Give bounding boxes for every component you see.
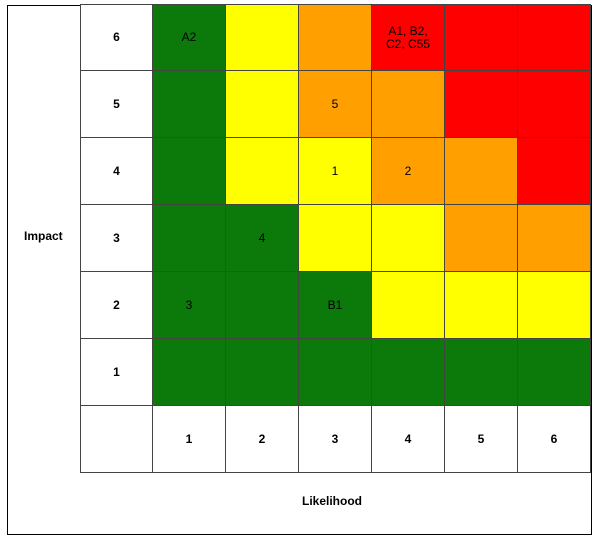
risk-cell-impact-3-likelihood-5 [445,205,518,272]
matrix-corner-cell [80,406,153,473]
risk-cell-impact-3-likelihood-3 [299,205,372,272]
risk-cell-impact-4-likelihood-1 [153,138,226,205]
risk-cell-impact-1-likelihood-4 [372,339,445,406]
risk-cell-impact-3-likelihood-6 [518,205,591,272]
risk-cell-impact-4-likelihood-5 [445,138,518,205]
risk-cell-impact-1-likelihood-2 [226,339,299,406]
risk-cell-impact-6-likelihood-4: A1, B2, C2, C55 [372,4,445,71]
impact-level-2: 2 [80,272,153,339]
risk-cell-impact-5-likelihood-5 [445,71,518,138]
risk-cell-impact-1-likelihood-3 [299,339,372,406]
risk-cell-impact-5-likelihood-4 [372,71,445,138]
likelihood-level-2: 2 [226,406,299,473]
risk-cell-impact-3-likelihood-1 [153,205,226,272]
risk-cell-impact-4-likelihood-6 [518,138,591,205]
impact-axis-label: Impact [24,229,63,243]
risk-cell-impact-4-likelihood-3: 1 [299,138,372,205]
impact-level-5: 5 [80,71,153,138]
risk-cell-impact-2-likelihood-2 [226,272,299,339]
risk-cell-impact-2-likelihood-3: B1 [299,272,372,339]
impact-level-1: 1 [80,339,153,406]
risk-cell-impact-2-likelihood-4 [372,272,445,339]
likelihood-level-5: 5 [445,406,518,473]
impact-level-6: 6 [80,4,153,71]
impact-level-3: 3 [80,205,153,272]
risk-cell-impact-3-likelihood-4 [372,205,445,272]
risk-cell-impact-2-likelihood-1: 3 [153,272,226,339]
likelihood-axis-label: Likelihood [302,494,362,508]
risk-cell-impact-5-likelihood-3: 5 [299,71,372,138]
risk-cell-impact-1-likelihood-1 [153,339,226,406]
risk-matrix-grid: 6 A2 A1, B2, C2, C55 5 5 4 1 2 3 4 2 3 B1 1 1 2 3 4 5 6 [80,4,591,473]
risk-cell-impact-6-likelihood-1: A2 [153,4,226,71]
risk-cell-impact-6-likelihood-2 [226,4,299,71]
risk-cell-impact-6-likelihood-5 [445,4,518,71]
risk-cell-impact-2-likelihood-6 [518,272,591,339]
risk-cell-impact-4-likelihood-2 [226,138,299,205]
risk-cell-impact-5-likelihood-6 [518,71,591,138]
likelihood-level-6: 6 [518,406,591,473]
risk-cell-impact-2-likelihood-5 [445,272,518,339]
risk-cell-impact-6-likelihood-3 [299,4,372,71]
risk-cell-impact-4-likelihood-4: 2 [372,138,445,205]
risk-cell-impact-6-likelihood-6 [518,4,591,71]
risk-cell-impact-1-likelihood-5 [445,339,518,406]
risk-cell-impact-5-likelihood-1 [153,71,226,138]
likelihood-level-1: 1 [153,406,226,473]
impact-level-4: 4 [80,138,153,205]
risk-cell-impact-3-likelihood-2: 4 [226,205,299,272]
risk-cell-impact-5-likelihood-2 [226,71,299,138]
risk-cell-impact-1-likelihood-6 [518,339,591,406]
likelihood-level-3: 3 [299,406,372,473]
likelihood-level-4: 4 [372,406,445,473]
